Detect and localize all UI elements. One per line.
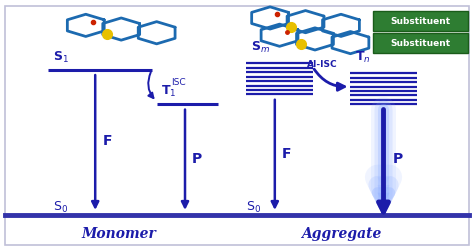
Text: T$_1$: T$_1$: [161, 84, 177, 99]
Text: P: P: [393, 152, 403, 165]
Text: S$_0$: S$_0$: [246, 200, 262, 216]
Text: ISC: ISC: [171, 78, 185, 87]
Text: Aggregate: Aggregate: [301, 227, 381, 241]
Text: S$_1$: S$_1$: [53, 50, 69, 65]
Text: S$_0$: S$_0$: [53, 200, 68, 216]
FancyBboxPatch shape: [5, 6, 469, 245]
Text: F: F: [282, 147, 292, 161]
Text: T$_n$: T$_n$: [355, 50, 371, 65]
Text: Substituent: Substituent: [390, 17, 450, 26]
Text: S$_m$: S$_m$: [251, 40, 270, 55]
FancyBboxPatch shape: [373, 11, 468, 31]
Text: Substituent: Substituent: [390, 39, 450, 48]
Text: Monomer: Monomer: [82, 227, 156, 241]
Text: AI-ISC: AI-ISC: [307, 60, 337, 69]
FancyBboxPatch shape: [373, 33, 468, 53]
Text: F: F: [102, 134, 112, 148]
Text: P: P: [192, 152, 202, 165]
